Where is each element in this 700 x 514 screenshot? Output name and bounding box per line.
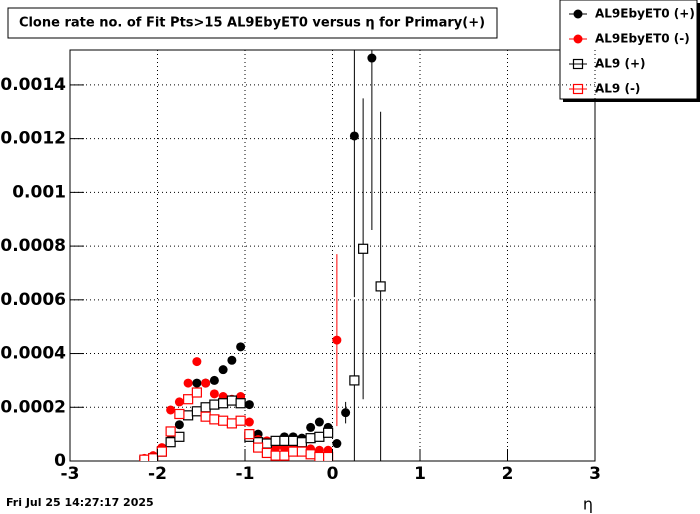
point	[358, 243, 369, 254]
point	[209, 414, 220, 425]
point	[261, 438, 272, 449]
point	[166, 405, 176, 415]
legend-label: AL9EbyET0 (+)	[595, 7, 695, 21]
point	[332, 439, 342, 449]
point	[183, 378, 193, 388]
point	[244, 400, 254, 410]
point	[200, 411, 211, 422]
point	[226, 418, 237, 429]
point	[279, 435, 290, 446]
point	[288, 446, 299, 457]
point	[192, 378, 202, 388]
point	[375, 281, 386, 292]
point	[226, 395, 237, 406]
legend-box	[559, 0, 698, 100]
y-tick-label: 0.0014	[0, 75, 66, 95]
point	[165, 426, 176, 437]
y-tick-label: 0	[54, 451, 66, 471]
point	[332, 335, 342, 345]
point	[253, 442, 264, 453]
x-tick-label: -2	[148, 464, 167, 484]
point	[341, 408, 351, 418]
x-tick-label: 0	[327, 464, 339, 484]
point	[174, 431, 185, 442]
point	[174, 397, 184, 407]
point	[261, 447, 272, 459]
point	[323, 427, 334, 438]
point	[235, 415, 246, 426]
point	[244, 429, 255, 440]
point	[209, 389, 219, 399]
x-tick-label: 2	[502, 464, 514, 484]
point	[305, 449, 316, 460]
timestamp: Fri Jul 25 14:27:17 2025	[6, 496, 154, 509]
point	[314, 431, 325, 442]
point	[200, 402, 211, 413]
point	[191, 387, 202, 398]
point	[349, 375, 360, 386]
y-tick-label: 0.001	[12, 182, 66, 202]
point	[201, 378, 211, 388]
point	[367, 53, 377, 63]
legend-label: AL9 (-)	[595, 82, 640, 96]
y-tick-label: 0.0002	[0, 397, 66, 417]
point	[165, 437, 176, 448]
y-tick-label: 0.0004	[0, 344, 66, 364]
point	[306, 422, 316, 432]
point	[236, 342, 246, 352]
point	[174, 420, 184, 430]
point	[288, 435, 299, 446]
point	[235, 398, 246, 409]
point	[244, 417, 254, 427]
x-tick-label: 1	[414, 464, 426, 484]
point	[156, 446, 167, 457]
title-box	[7, 7, 498, 39]
point	[174, 408, 185, 420]
point	[218, 398, 229, 409]
x-axis-label: η	[583, 495, 593, 514]
point	[191, 406, 202, 417]
y-tick-label: 0.0008	[0, 236, 66, 256]
x-tick-label: -1	[236, 464, 255, 484]
point	[227, 355, 237, 365]
point	[192, 357, 202, 367]
point	[270, 450, 281, 461]
point	[218, 415, 229, 426]
point	[296, 446, 307, 457]
chart-title: Clone rate no. of Fit Pts>15 AL9EbyET0 v…	[19, 16, 485, 31]
point	[314, 451, 325, 461]
point	[305, 433, 316, 444]
point	[296, 437, 307, 448]
point	[279, 450, 290, 461]
legend-label: AL9 (+)	[595, 57, 645, 71]
point	[270, 435, 281, 446]
legend-label: AL9EbyET0 (-)	[595, 32, 690, 46]
point	[323, 451, 334, 461]
point	[183, 410, 194, 421]
y-tick-label: 0.0006	[0, 290, 66, 310]
point	[183, 394, 194, 405]
point	[218, 365, 228, 375]
y-tick-label: 0.0012	[0, 129, 66, 149]
point	[314, 417, 324, 427]
x-tick-label: -3	[61, 464, 80, 484]
point	[209, 399, 220, 410]
x-tick-label: 3	[589, 464, 601, 484]
point	[209, 375, 219, 385]
point	[349, 131, 359, 141]
